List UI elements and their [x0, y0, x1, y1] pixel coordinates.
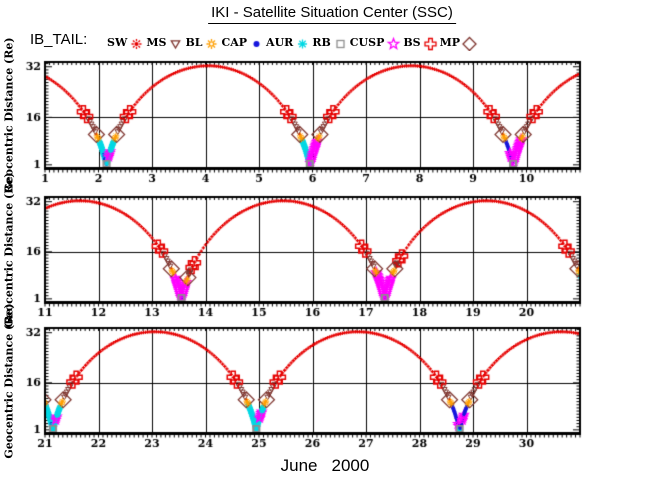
mp-symbol-icon	[461, 35, 479, 51]
legend-item-cusp: CUSP	[350, 33, 403, 51]
legend-item-rb: RB	[312, 33, 349, 51]
y-axis-label-panel3: Geocentric Distance (Re)	[2, 303, 16, 459]
ms-label: MS	[146, 35, 167, 49]
sw-label: SW	[107, 35, 128, 49]
legend-item-sw: SW	[107, 33, 146, 51]
mp-label: MP	[439, 35, 461, 49]
rb-label: RB	[312, 35, 331, 49]
dataset-label: IB_TAIL:	[30, 31, 88, 48]
legend-item-mp: MP	[439, 33, 479, 51]
bl-label: BL	[185, 35, 203, 49]
sw-symbol-icon	[128, 35, 146, 51]
cap-symbol-icon	[248, 35, 266, 51]
bs-symbol-icon	[421, 35, 439, 51]
orbit-plot-canvas	[0, 55, 650, 455]
legend-item-cap: CAP	[221, 33, 266, 51]
legend-item-bl: BL	[185, 33, 221, 51]
bl-symbol-icon	[203, 35, 221, 51]
cap-label: CAP	[221, 35, 248, 49]
page-title: IKI - Satellite Situation Center (SSC)	[208, 4, 456, 24]
x-axis-label: June 2000	[0, 456, 650, 476]
cusp-label: CUSP	[349, 35, 385, 49]
rb-symbol-icon	[331, 35, 349, 51]
aur-label: AUR	[266, 35, 294, 49]
x-axis-year: 2000	[331, 456, 370, 475]
aur-symbol-icon	[294, 35, 312, 51]
region-legend: SW MS BL CAP AUR RB CUSP BS MP	[107, 33, 479, 51]
y-axis-label-panel1: Geocentric Distance (Re)	[2, 37, 16, 193]
ms-symbol-icon	[167, 35, 185, 51]
cusp-symbol-icon	[385, 35, 403, 51]
legend-item-bs: BS	[403, 33, 439, 51]
bs-label: BS	[403, 35, 421, 49]
x-axis-month: June	[280, 456, 318, 475]
legend-item-aur: AUR	[266, 33, 312, 51]
legend-item-ms: MS	[146, 33, 185, 51]
